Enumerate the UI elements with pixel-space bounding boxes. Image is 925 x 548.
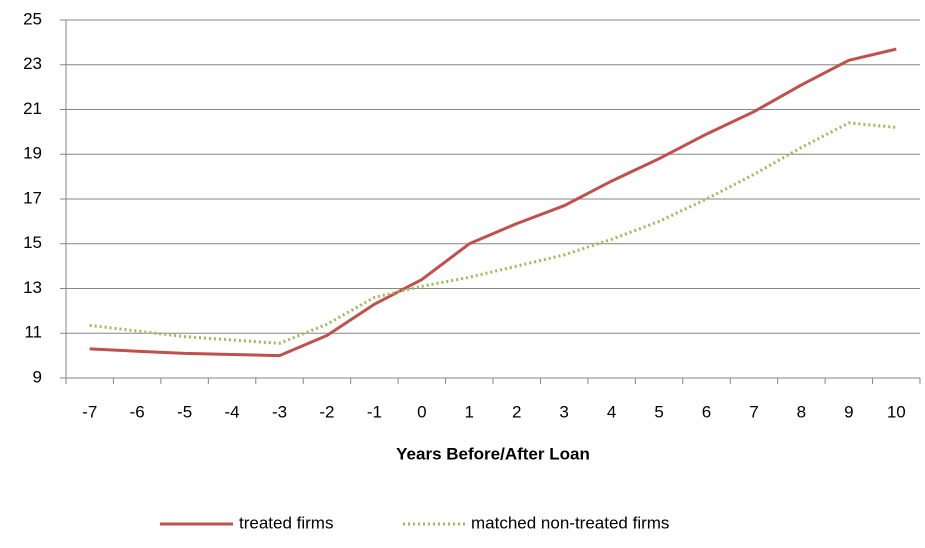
x-tick-label: -2 [319,402,334,421]
y-tick-label: 11 [24,323,42,342]
legend-label: treated firms [239,513,333,532]
x-tick-label: 1 [465,402,474,421]
x-tick-label: 10 [887,402,906,421]
y-tick-label: 19 [23,144,42,163]
x-tick-label: 6 [702,402,711,421]
x-tick-label: 0 [417,402,426,421]
x-tick-label: 3 [559,402,568,421]
x-tick-label: -3 [272,402,287,421]
y-tick-label: 9 [33,367,42,386]
y-tick-label: 21 [23,99,42,118]
y-tick-label: 23 [23,54,42,73]
series-line [89,121,897,345]
y-tick-label: 13 [23,278,42,297]
legend-label: matched non-treated firms [471,513,669,532]
x-tick-label: 8 [797,402,806,421]
x-tick-label: 5 [654,402,663,421]
x-tick-label: -5 [177,402,192,421]
x-axis-title: Years Before/After Loan [396,444,590,463]
x-tick-label: 7 [749,402,758,421]
x-tick-label: 2 [512,402,521,421]
x-tick-label: -6 [130,402,145,421]
y-tick-label: 17 [23,188,42,207]
y-tick-label: 25 [23,9,42,28]
x-tick-label: 9 [844,402,853,421]
y-tick-label: 15 [23,233,42,252]
x-tick-label: -1 [367,402,382,421]
x-tick-label: -4 [224,402,239,421]
x-tick-label: 4 [607,402,616,421]
series-line [89,47,897,358]
x-tick-label: -7 [82,402,97,421]
